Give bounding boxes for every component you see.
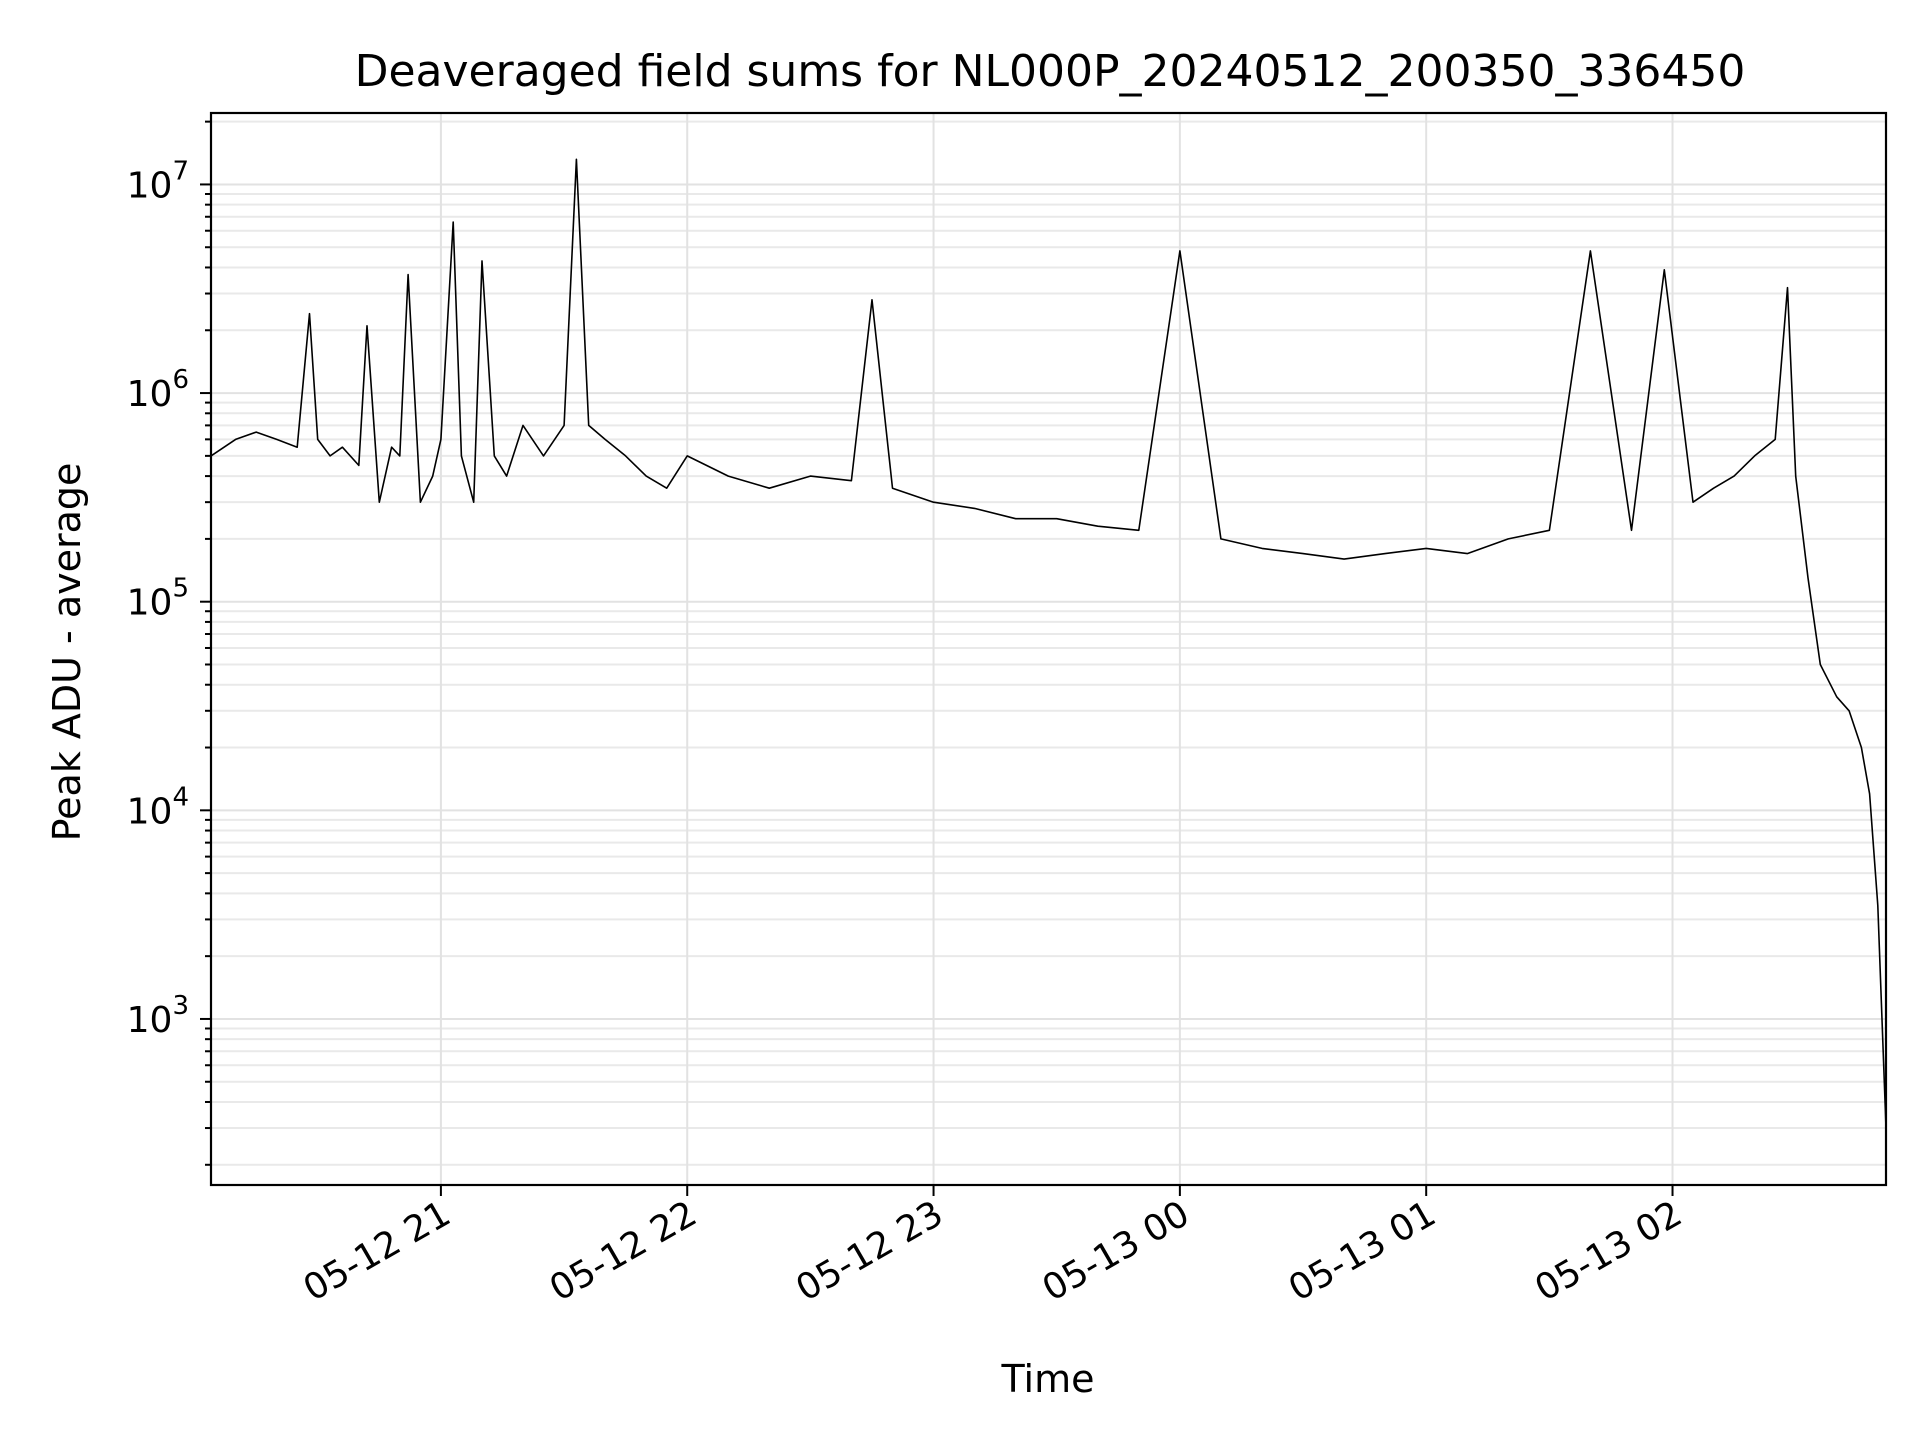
- y-tick-label: 106: [127, 365, 189, 415]
- data-series: [210, 158, 1887, 1129]
- plot-frame: [209, 111, 1888, 1187]
- x-axis-label: Time: [1001, 1357, 1095, 1401]
- y-tick-label: 107: [127, 156, 189, 206]
- y-tick-label: 103: [127, 991, 189, 1041]
- series-line: [210, 158, 1887, 1129]
- y-tick-label: 104: [127, 782, 189, 832]
- chart-title: Deaveraged field sums for NL000P_2024051…: [355, 46, 1746, 97]
- grid-lines: [211, 113, 1886, 1185]
- y-tick-labels: 103 104 105 106 107: [127, 156, 189, 1041]
- y-axis-label: Peak ADU - average: [45, 463, 89, 842]
- y-tick-label: 105: [127, 574, 189, 624]
